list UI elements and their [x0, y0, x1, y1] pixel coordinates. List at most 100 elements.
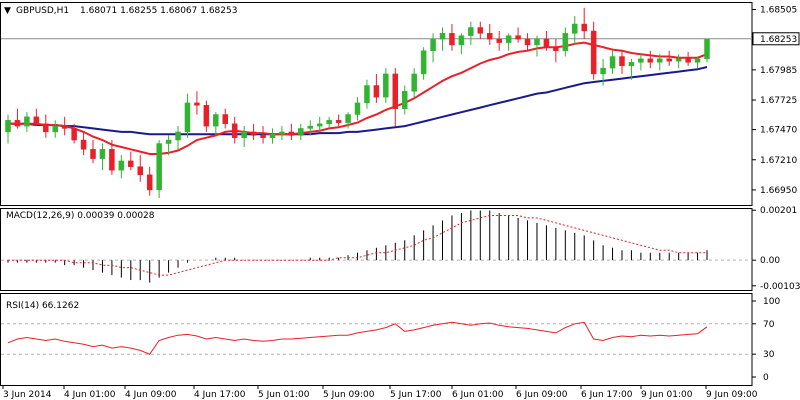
- candle-bear: [619, 56, 625, 67]
- price-tick-label: 1.68505: [760, 6, 797, 16]
- price-tick-label: 1.67210: [760, 156, 797, 166]
- candle-bear: [553, 46, 559, 51]
- candle-bull: [52, 125, 58, 133]
- candle-bear: [71, 128, 77, 141]
- candle-bear: [14, 120, 21, 127]
- candle-bear: [496, 38, 502, 43]
- candle-bull: [534, 38, 540, 46]
- candle-bull: [99, 149, 106, 159]
- candle-bear: [288, 131, 295, 136]
- candle-bull: [609, 56, 616, 69]
- candle-bear: [109, 149, 115, 171]
- time-tick-label: 4 Jun 01:00: [64, 390, 116, 400]
- candle-bull: [638, 58, 644, 63]
- time-tick-label: 4 Jun 09:00: [125, 390, 177, 400]
- candle-bear: [666, 58, 672, 62]
- candle-bull: [401, 91, 408, 109]
- candle-bull: [307, 125, 314, 129]
- candle-bear: [486, 33, 493, 40]
- candle-bear: [250, 131, 257, 136]
- macd-tick-label: 0.00: [760, 256, 780, 266]
- candle-bull: [420, 50, 427, 75]
- candle-bear: [543, 38, 550, 48]
- candle-bear: [392, 73, 399, 109]
- time-tick-label: 5 Jun 01:00: [258, 390, 310, 400]
- candle-bull: [118, 160, 125, 171]
- rsi-pane-frame: [0, 293, 753, 386]
- rsi-tick-label: 0: [763, 373, 769, 383]
- candle-bull: [5, 120, 11, 133]
- candle-bear: [43, 123, 49, 133]
- price-pane: 1.68505 1.67985 1.67725 1.67470 1.67210 1.669…: [0, 2, 800, 206]
- ma-fast-line: [8, 41, 708, 155]
- candle-bull: [628, 62, 635, 67]
- ma-slow-line: [8, 66, 708, 136]
- time-tick-label: 4 Jun 17:00: [194, 390, 246, 400]
- candle-bull: [156, 143, 162, 191]
- candle-bull: [383, 73, 389, 98]
- candle-bull: [694, 58, 701, 63]
- candle-bear: [449, 33, 455, 46]
- symbol-menu-icon[interactable]: ▼: [4, 6, 11, 16]
- candle-bull: [269, 133, 276, 138]
- candle-bear: [581, 23, 587, 32]
- candle-bull: [345, 114, 351, 123]
- candle-bull: [505, 35, 512, 43]
- time-axis: 3 Jun 2014 4 Jun 01:00 4 Jun 09:00 4 Jun 17…: [2, 385, 758, 400]
- price-tick-label: 1.66950: [760, 186, 797, 196]
- rsi-pane: 100 70 30 0: [0, 293, 780, 386]
- candle-bull: [175, 131, 181, 141]
- macd-tick-label: 0.00201: [760, 206, 797, 216]
- rsi-tick-label: 70: [763, 320, 775, 330]
- candle-bear: [590, 30, 597, 75]
- candle-bull: [675, 58, 682, 62]
- price-tick-label: 1.67725: [760, 96, 797, 106]
- candle-bear: [647, 58, 654, 63]
- candle-bear: [524, 38, 531, 46]
- current-price-tag: 1.68253: [760, 35, 797, 45]
- ohlc-readout: 1.68071 1.68255 1.68067 1.68253: [80, 6, 237, 16]
- candle-bear: [61, 125, 68, 129]
- price-pane-frame: [0, 2, 753, 206]
- candle-bull: [213, 114, 219, 127]
- time-tick-label: 9 Jun 09:00: [706, 390, 758, 400]
- macd-pane: 0.00201 0.00 -0.00103: [0, 206, 800, 292]
- candle-bear: [128, 160, 134, 167]
- candle-bull: [279, 131, 285, 135]
- candle-bear: [222, 114, 229, 125]
- candle-bull: [562, 33, 569, 51]
- candle-bull: [468, 27, 474, 36]
- candle-bear: [137, 166, 143, 176]
- candle-bull: [411, 73, 417, 92]
- price-tick-label: 1.67985: [760, 66, 797, 76]
- current-price-tag-box: [752, 32, 800, 46]
- time-tick-label: 6 Jun 09:00: [516, 390, 568, 400]
- candle-bear: [80, 139, 87, 150]
- candle-bear: [33, 116, 40, 125]
- rsi-title: RSI(14) 66.1262: [6, 301, 79, 311]
- candle-bear: [203, 104, 210, 127]
- candle-bull: [458, 35, 465, 46]
- time-tick-label: 6 Jun 01:00: [452, 390, 504, 400]
- candle-bull: [165, 139, 172, 144]
- rsi-tick-label: 100: [763, 297, 780, 307]
- candle-bear: [194, 102, 200, 106]
- candle-bear: [231, 123, 238, 138]
- macd-tick-label: -0.00103: [760, 282, 800, 292]
- rsi-line: [7, 321, 708, 355]
- candle-bear: [335, 120, 342, 123]
- candle-bear: [260, 135, 266, 138]
- candle-bull: [316, 123, 323, 127]
- candle-bear: [90, 149, 96, 159]
- time-tick-label: 9 Jun 01:00: [641, 390, 693, 400]
- rsi-tick-label: 30: [763, 350, 775, 360]
- chart-symbol: GBPUSD,H1: [16, 6, 69, 16]
- price-tick-label: 1.67470: [760, 126, 797, 136]
- candle-bull: [600, 67, 606, 75]
- time-tick-label: 5 Jun 09:00: [323, 390, 375, 400]
- time-tick-label: 3 Jun 2014: [3, 390, 52, 400]
- candle-bull: [354, 102, 361, 115]
- candle-bear: [685, 58, 691, 63]
- candle-bull: [298, 128, 304, 136]
